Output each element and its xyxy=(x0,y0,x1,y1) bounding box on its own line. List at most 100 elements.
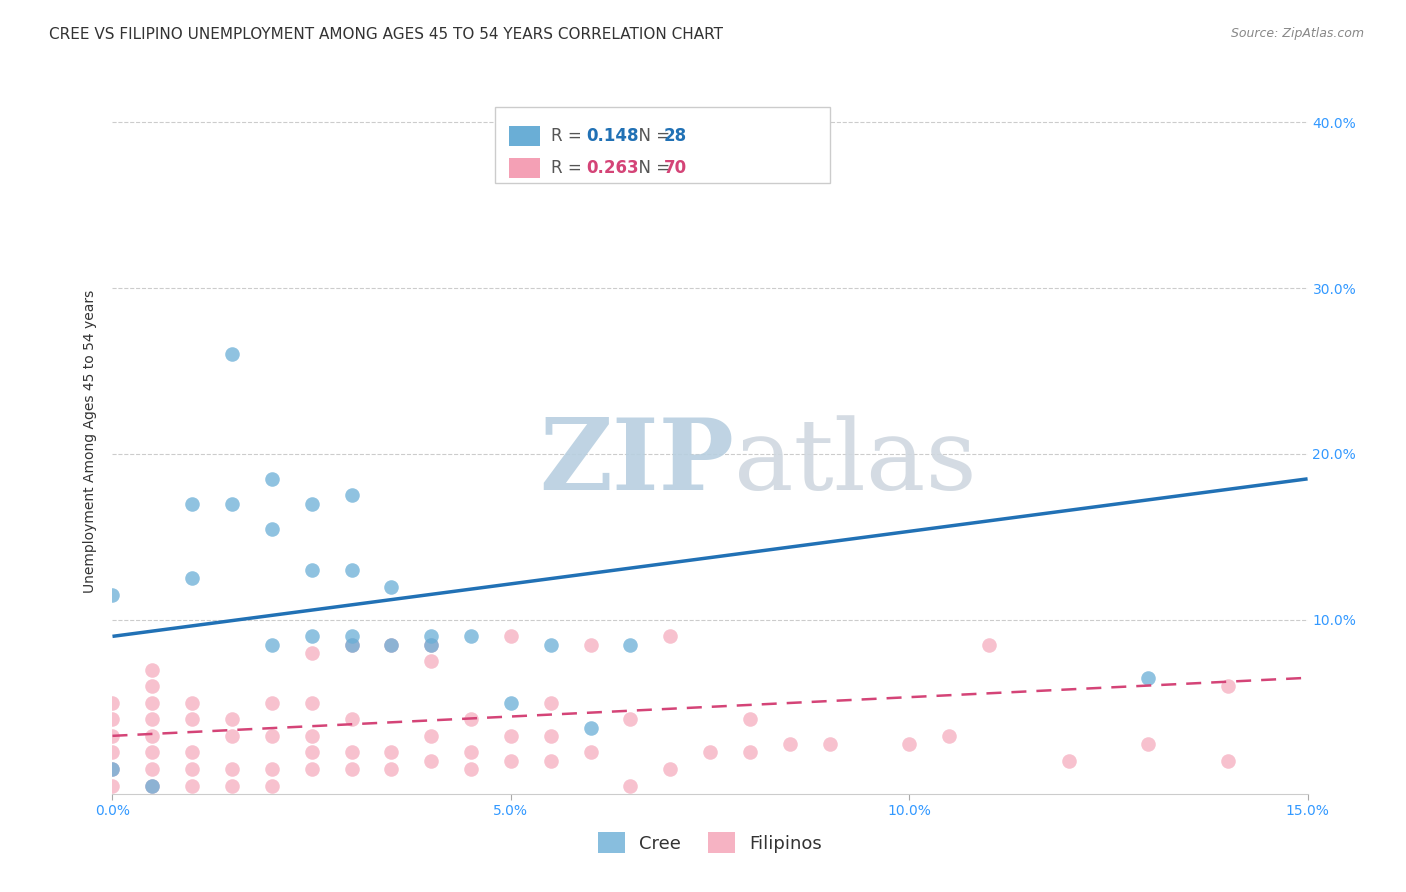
Point xyxy=(619,712,641,726)
Point xyxy=(340,629,363,643)
Point xyxy=(738,712,761,726)
Point xyxy=(260,779,283,793)
Point xyxy=(141,762,163,776)
Point xyxy=(301,762,323,776)
Point xyxy=(340,488,363,502)
Point xyxy=(141,696,163,710)
Point xyxy=(659,762,682,776)
Point xyxy=(1137,671,1160,685)
Point xyxy=(301,729,323,743)
Point xyxy=(380,638,402,652)
Text: ZIP: ZIP xyxy=(538,414,734,511)
Point xyxy=(499,629,522,643)
Point xyxy=(101,762,124,776)
Point xyxy=(260,729,283,743)
Point xyxy=(101,746,124,760)
Point xyxy=(1057,754,1080,768)
Text: CREE VS FILIPINO UNEMPLOYMENT AMONG AGES 45 TO 54 YEARS CORRELATION CHART: CREE VS FILIPINO UNEMPLOYMENT AMONG AGES… xyxy=(49,27,723,42)
Point xyxy=(699,140,721,154)
Point xyxy=(221,779,243,793)
Point xyxy=(1137,737,1160,751)
Text: 0.263: 0.263 xyxy=(586,159,638,177)
Point xyxy=(1216,679,1239,693)
Point xyxy=(221,729,243,743)
Point xyxy=(420,638,443,652)
Point xyxy=(221,497,243,511)
Point xyxy=(540,754,562,768)
Point xyxy=(420,638,443,652)
Point xyxy=(101,712,124,726)
Point xyxy=(340,563,363,577)
Text: R =: R = xyxy=(551,159,588,177)
Point xyxy=(260,522,283,536)
Point xyxy=(460,746,482,760)
Point xyxy=(301,696,323,710)
Point xyxy=(141,779,163,793)
Point xyxy=(301,746,323,760)
Point xyxy=(420,754,443,768)
Point xyxy=(619,779,641,793)
Point xyxy=(340,638,363,652)
Point xyxy=(340,746,363,760)
Point xyxy=(579,746,602,760)
Point xyxy=(260,472,283,486)
Point xyxy=(977,638,1000,652)
Point xyxy=(499,729,522,743)
Point xyxy=(540,729,562,743)
Point xyxy=(380,762,402,776)
Text: N =: N = xyxy=(628,159,676,177)
Point xyxy=(221,712,243,726)
Text: 70: 70 xyxy=(664,159,686,177)
Point xyxy=(420,654,443,668)
Point xyxy=(141,746,163,760)
Point xyxy=(181,779,204,793)
Point xyxy=(101,779,124,793)
Point xyxy=(181,571,204,585)
Point xyxy=(898,737,921,751)
Text: 28: 28 xyxy=(664,127,686,145)
Point xyxy=(141,729,163,743)
Point xyxy=(260,696,283,710)
Point xyxy=(301,629,323,643)
Text: Source: ZipAtlas.com: Source: ZipAtlas.com xyxy=(1230,27,1364,40)
Point xyxy=(420,729,443,743)
Point xyxy=(221,347,243,361)
Point xyxy=(579,721,602,735)
Point xyxy=(619,638,641,652)
Legend: Cree, Filipinos: Cree, Filipinos xyxy=(589,823,831,863)
Point xyxy=(301,497,323,511)
Point xyxy=(101,729,124,743)
Point xyxy=(499,696,522,710)
Point xyxy=(181,696,204,710)
Point xyxy=(340,638,363,652)
Point xyxy=(499,754,522,768)
Point xyxy=(260,762,283,776)
Point xyxy=(141,712,163,726)
Point xyxy=(460,712,482,726)
Point xyxy=(938,729,960,743)
Point xyxy=(141,679,163,693)
Point xyxy=(818,737,841,751)
Point xyxy=(579,638,602,652)
Point xyxy=(340,762,363,776)
Point xyxy=(101,696,124,710)
Point xyxy=(738,746,761,760)
Point xyxy=(101,762,124,776)
Point xyxy=(301,563,323,577)
Point xyxy=(181,497,204,511)
Point xyxy=(260,638,283,652)
Text: N =: N = xyxy=(628,127,676,145)
Point xyxy=(460,629,482,643)
Point xyxy=(101,588,124,602)
Point xyxy=(340,712,363,726)
Text: 0.148: 0.148 xyxy=(586,127,638,145)
Point xyxy=(380,580,402,594)
Point xyxy=(141,779,163,793)
Text: R =: R = xyxy=(551,127,588,145)
Point xyxy=(460,762,482,776)
Point xyxy=(301,646,323,660)
Point xyxy=(699,746,721,760)
Point xyxy=(540,696,562,710)
Point xyxy=(380,638,402,652)
Point xyxy=(181,712,204,726)
